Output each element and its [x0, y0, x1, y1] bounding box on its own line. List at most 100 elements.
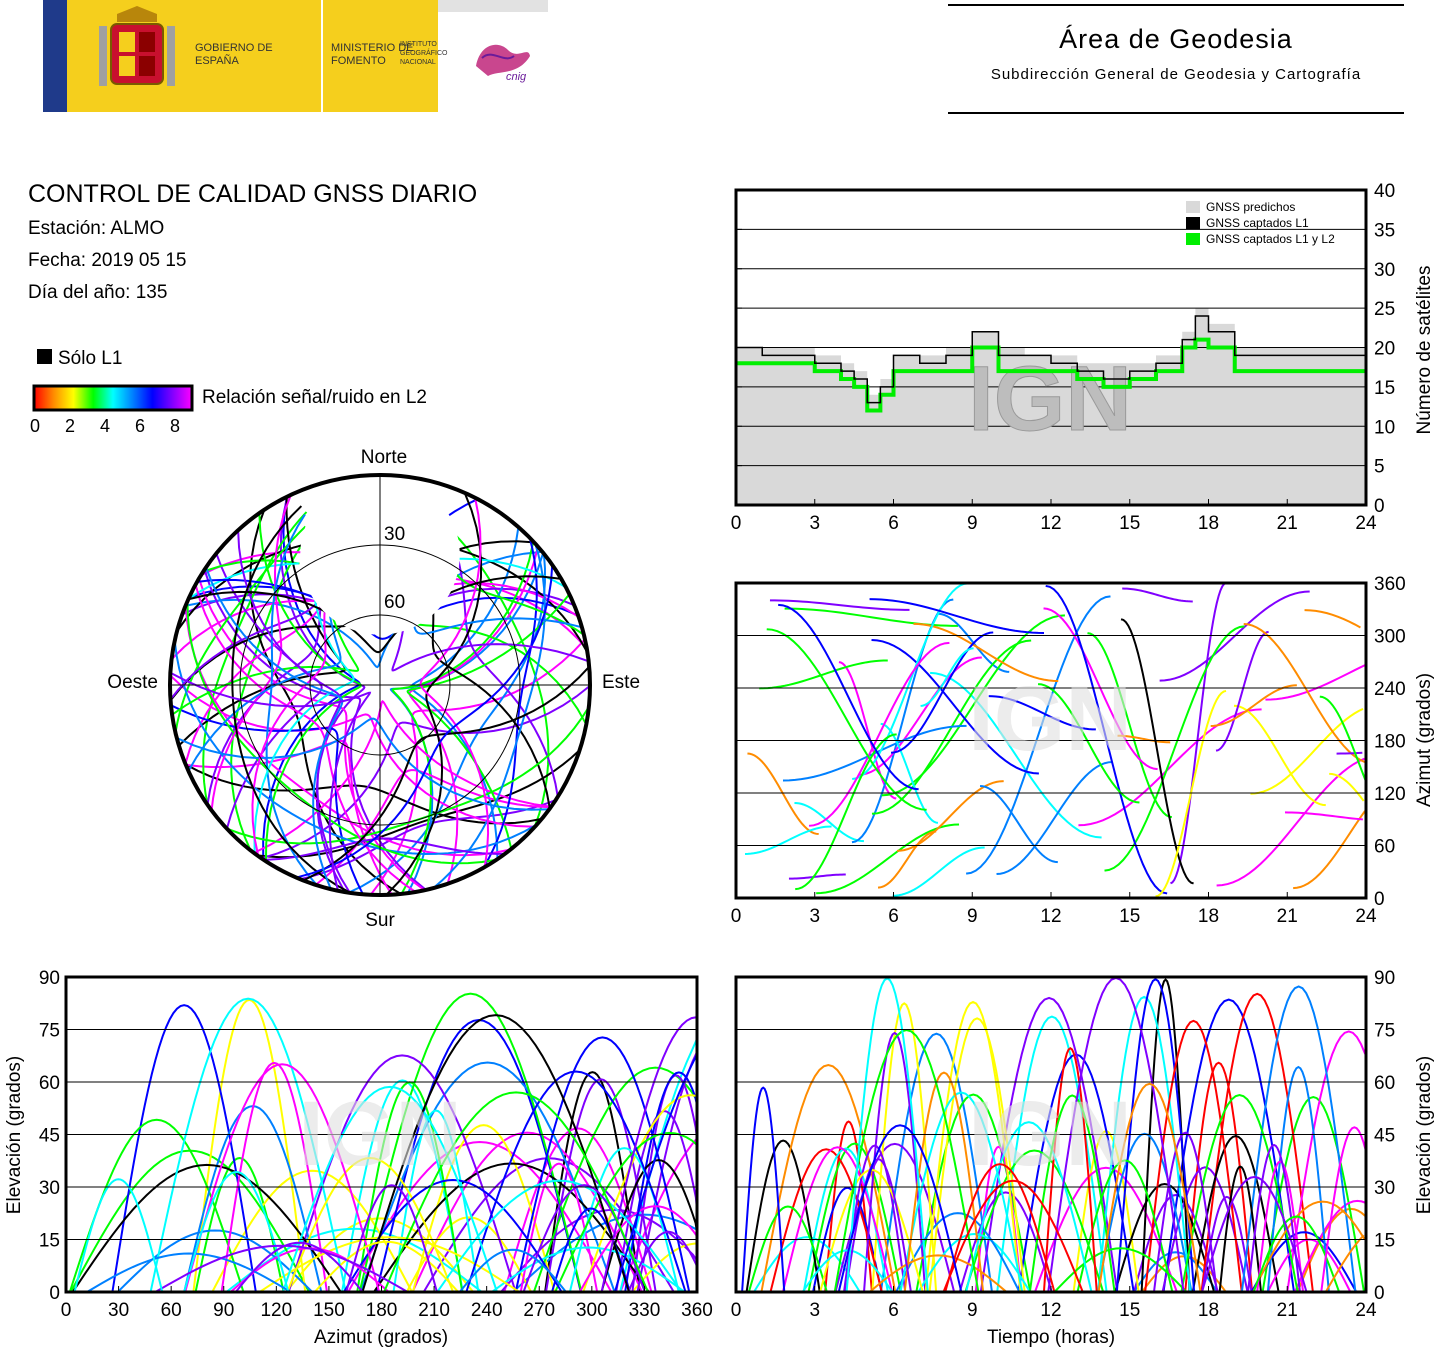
gobierno-text: GOBIERNO DE ESPAÑA: [195, 42, 273, 67]
elevation-time-track: [1096, 1132, 1193, 1293]
sky-track: [210, 494, 292, 811]
elevation-azimuth-ylabel: Elevación (grados): [4, 1056, 25, 1214]
elevation-azimuth-track: [313, 1240, 460, 1293]
sky-track: [369, 638, 586, 896]
elevation-azimuth-track: [347, 1141, 613, 1293]
sky-east-label: Este: [602, 672, 640, 693]
legend-l1: GNSS captados L1: [1206, 216, 1309, 230]
y-tick-label: 90: [39, 968, 60, 989]
legend-swatch-l1l2: [1186, 233, 1200, 245]
snr-tick: 6: [135, 416, 146, 436]
elevation-azimuth-track: [286, 1156, 455, 1293]
watermark: IGN: [968, 668, 1132, 770]
sky-south-label: Sur: [365, 910, 395, 931]
elevation-time-track: [1256, 1160, 1305, 1293]
elevation-azimuth-track: [225, 1227, 483, 1293]
elevation-time-track: [781, 1146, 894, 1293]
elevation-azimuth-track: [358, 992, 583, 1293]
sky-track: [205, 567, 344, 890]
azimuth-track: [1304, 609, 1361, 629]
azimuth-track: [930, 671, 1102, 839]
elevation-time-track: [801, 1249, 894, 1293]
x-tick-label: 9: [967, 1300, 978, 1321]
y-tick-label: 60: [1374, 1073, 1395, 1094]
elevation-azimuth-track: [86, 1252, 292, 1293]
sky-plot: 30 60 Norte Sur Oeste Este: [107, 447, 640, 931]
elevation-azimuth-track: [220, 1061, 328, 1293]
elevation-azimuth-track: [345, 1184, 438, 1293]
y-tick-label: 60: [1374, 837, 1395, 858]
elevation-time-track: [747, 1205, 828, 1293]
elevation-azimuth-track: [149, 997, 347, 1293]
azimuth-track: [896, 780, 1004, 852]
y-tick-label: 0: [1374, 496, 1385, 517]
x-tick-label: 3: [809, 1300, 820, 1321]
watermark: IGN: [298, 1083, 462, 1185]
elaz-ticks: 0 15 30 45 60 75 90 0 30 60 90 120 150 180 210 240 270 30…: [39, 968, 713, 1321]
gobierno-logo: GOBIERNO DE ESPAÑA: [67, 0, 321, 112]
elevation-azimuth-track: [287, 1054, 517, 1293]
azimuth-track: [1243, 623, 1366, 764]
y-tick-label: 15: [39, 1231, 60, 1252]
elevation-time-track: [942, 1179, 1084, 1293]
ministerio-logo: MINISTERIO DE FOMENTO: [323, 0, 438, 112]
y-tick-label: 45: [1374, 1126, 1395, 1147]
sky-track: [406, 593, 571, 850]
azimuth-track: [1037, 683, 1140, 804]
sky-track: [176, 717, 550, 811]
elevation-time-track: [868, 1254, 1008, 1293]
azimuth-track: [1233, 704, 1326, 807]
x-tick-label: 150: [313, 1300, 345, 1321]
elevation-azimuth-track: [514, 1036, 691, 1293]
azimuth-track: [892, 846, 985, 897]
sky-track: [170, 704, 364, 895]
azimuth-track: [759, 659, 888, 690]
sky-track: [429, 581, 551, 809]
elevation-azimuth-track: [491, 1246, 686, 1293]
sat-area: [736, 190, 1366, 395]
sky-track: [173, 640, 538, 855]
y-tick-label: 0: [49, 1283, 60, 1304]
x-tick-label: 330: [629, 1300, 661, 1321]
legend-l1l2: GNSS captados L1 y L2: [1206, 232, 1335, 246]
azimuth-track: [1293, 810, 1366, 890]
azimuth-track: [1117, 734, 1171, 744]
sky-track: [188, 575, 562, 654]
azimuth-time-chart: IGN 0 60 120 180 240 300 360 0 3 6 9 12 15 18 21 24 Azi…: [731, 574, 1435, 927]
elevation-time-track: [899, 1091, 1024, 1293]
snr-label: Relación señal/ruido en L2: [202, 387, 427, 408]
azimuth-track: [747, 752, 819, 836]
x-tick-label: 12: [1040, 1300, 1061, 1321]
x-tick-label: 300: [576, 1300, 608, 1321]
elevation-azimuth-track: [436, 1179, 683, 1293]
azimuth-track: [794, 801, 864, 843]
elevation-time-track: [964, 1149, 1105, 1293]
elevation-time-track: [1180, 1094, 1299, 1293]
azimuth-track: [1155, 689, 1227, 898]
sky-track: [263, 837, 506, 861]
y-tick-label: 360: [1374, 574, 1406, 595]
elevation-azimuth-track: [281, 1085, 498, 1293]
y-tick-label: 40: [1374, 181, 1395, 202]
y-tick-label: 30: [1374, 260, 1395, 281]
elevation-time-track: [895, 1212, 1021, 1293]
elt-grid: [736, 1029, 1366, 1240]
y-tick-label: 60: [39, 1073, 60, 1094]
sky-track: [452, 570, 585, 636]
sky-track: [449, 532, 559, 797]
header-strip: [438, 0, 548, 12]
x-tick-label: 15: [1119, 906, 1140, 927]
x-tick-label: 240: [471, 1300, 503, 1321]
x-tick-label: 6: [888, 513, 899, 534]
x-tick-label: 360: [681, 1300, 713, 1321]
azimuth-track: [769, 599, 910, 611]
elevation-time-track: [1144, 1019, 1243, 1293]
x-tick-label: 18: [1198, 513, 1219, 534]
legend-swatch-predichos: [1186, 201, 1200, 213]
elevation-time-track: [1053, 1247, 1188, 1293]
azimuth-track: [1170, 582, 1227, 885]
station-label: Estación: ALMO: [28, 218, 165, 239]
elevation-azimuth-track: [154, 1244, 409, 1293]
x-tick-label: 0: [731, 513, 742, 534]
elevation-azimuth-track: [183, 1170, 290, 1293]
